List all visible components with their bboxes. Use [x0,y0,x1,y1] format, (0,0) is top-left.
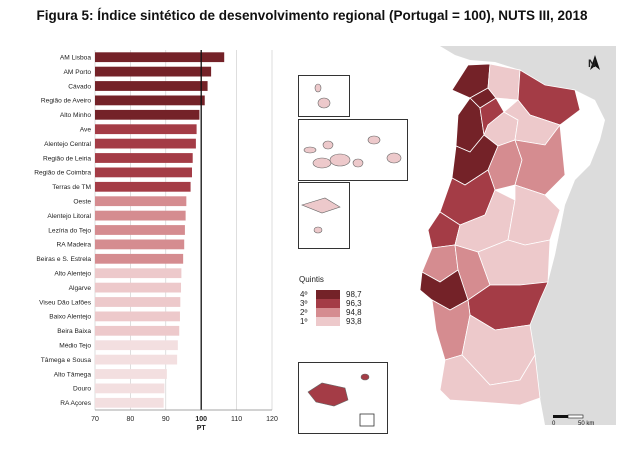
region-algarve [439,353,541,406]
bar [95,253,184,264]
islands-azores-east [301,197,341,234]
category-label: RA Madeira [57,242,92,249]
map-regions [419,63,581,406]
legend-title: Quintis [299,275,324,284]
legend-rank: 2º [300,308,308,317]
scale-end-label: 50 km [578,421,594,427]
category-label: Alto Minho [60,112,91,119]
legend-value: 94,8 [346,308,362,317]
bar [95,167,192,178]
x-tick-label: 70 [91,416,99,423]
bar [95,95,205,106]
bar [95,81,208,91]
category-label: Tâmega e Sousa [41,357,92,364]
category-label: Alto Alentejo [54,271,91,278]
category-label: Região de Aveiro [41,98,91,105]
x-tick-label: 100 [195,416,207,423]
inset-box-azores-central [298,119,408,181]
legend-swatch [316,308,340,317]
category-label: Lezíria do Tejo [48,227,91,234]
bar [95,66,212,77]
category-label: Alentejo Central [44,141,91,148]
category-label: Região de Coimbra [34,170,91,177]
bar [95,210,186,221]
bar [95,225,185,235]
x-tick-label: 110 [231,416,242,423]
bar [95,383,165,394]
bar [95,268,182,279]
x-tick-label: 90 [162,416,170,423]
category-label: Cávado [68,83,91,90]
bar [95,181,191,192]
x-tick-labels: 70 80 90 100 110 120 [91,416,278,423]
category-label: Baixo Alentejo [49,314,91,321]
bar [95,52,225,63]
figure-title: Figura 5: Índice sintético de desenvolvi… [36,8,588,23]
category-label: Beira Baixa [57,328,91,335]
scale-bar: 0 50 km [552,414,594,427]
category-label: Beiras e S. Estrela [36,256,91,263]
category-labels: AM Lisboa AM Porto Cávado Região de Aveiro A… [34,55,92,408]
bar [95,196,187,207]
bar [95,109,200,120]
islands-madeira [307,373,375,427]
legend-rank: 4º [300,290,308,299]
legend-value: 96,3 [346,299,362,308]
islands-flores-corvo [314,83,331,109]
category-label: Viseu Dão Lafões [39,299,92,306]
bar [95,124,197,135]
bar [95,369,167,379]
legend-value: 93,8 [346,317,362,326]
category-label: AM Lisboa [60,55,91,62]
bar [95,311,180,322]
category-label: Médio Tejo [59,343,91,350]
map-legend: Quintis 4º 98,7 3º 96,3 2º 94,8 1º 93,8 [296,275,391,337]
legend-swatch [316,290,340,299]
region-alto-tamega [487,63,521,101]
bar [95,239,185,250]
bar [95,397,164,408]
category-label: Douro [73,386,91,393]
bar [95,325,180,336]
inset-box-azores-west [298,182,350,249]
x-tick-label: 80 [127,416,135,423]
legend-rank: 1º [300,317,308,326]
inset-box-small-islands [298,75,350,117]
category-label: AM Porto [64,69,92,76]
legend-value: 98,7 [346,290,362,299]
spain-land [440,46,616,425]
category-label: Oeste [73,199,91,206]
bar [95,297,181,307]
category-label: Região de Leiria [43,155,91,162]
category-label: Alto Tâmega [54,371,92,378]
bar [95,340,178,351]
chart-bars [95,52,225,408]
category-label: Ave [80,127,92,134]
category-label: Terras de TM [52,184,91,191]
category-label: RA Açores [60,400,91,407]
region-beira-baixa [507,184,561,246]
x-axis-label: PT [197,425,207,432]
legend-swatch [316,317,340,326]
category-label: Alentejo Litoral [47,213,91,220]
category-label: Algarve [69,285,92,292]
bar [95,153,193,163]
legend-rank: 3º [300,299,308,308]
legend-swatch [316,299,340,308]
bar [95,282,182,293]
x-tick-label: 120 [266,416,278,423]
bar [95,354,178,365]
scale-start-label: 0 [552,421,556,427]
islands-azores-central [303,135,402,169]
region-beiras-serra-estrela [514,123,566,196]
bar [95,138,196,149]
north-arrow-icon [590,55,600,70]
north-label: N [588,58,596,70]
